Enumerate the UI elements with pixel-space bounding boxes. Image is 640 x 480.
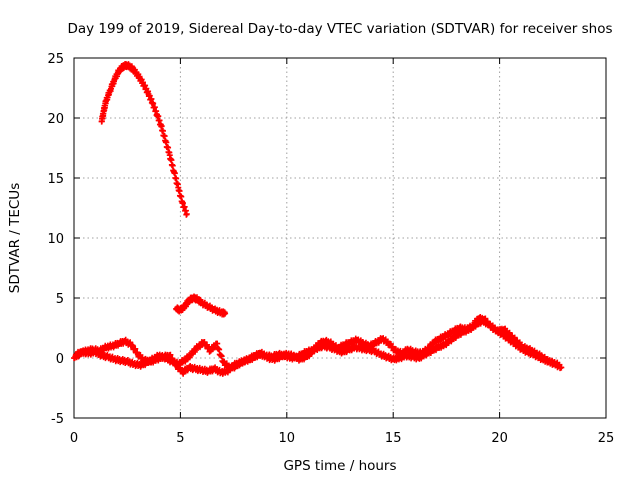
y-tick-label: 5 (56, 292, 64, 307)
data-point (183, 211, 190, 217)
x-axis-label: GPS time / hours (283, 458, 396, 474)
data-point (222, 310, 229, 317)
x-tick-label: 15 (385, 431, 402, 446)
grid (74, 58, 606, 418)
y-tick-label: 25 (47, 52, 64, 67)
data-points (71, 61, 565, 377)
x-tick-label: 25 (598, 431, 615, 446)
axis-ticks: 0 5 10 15 20 25 -5 0 5 10 15 20 25 (47, 52, 614, 446)
chart-title: Day 199 of 2019, Sidereal Day-to-day VTE… (67, 21, 612, 37)
x-tick-label: 20 (491, 431, 508, 446)
y-tick-label: 20 (47, 112, 64, 127)
x-tick-label: 0 (70, 431, 78, 446)
data-point (558, 364, 565, 371)
x-tick-label: 10 (279, 431, 296, 446)
y-tick-label: 10 (47, 232, 64, 247)
y-tick-label: 15 (47, 172, 64, 187)
y-tick-label: 0 (56, 352, 64, 367)
y-axis-label: SDTVAR / TECUs (7, 183, 23, 293)
y-tick-label: -5 (51, 412, 64, 427)
x-tick-label: 5 (176, 431, 184, 446)
